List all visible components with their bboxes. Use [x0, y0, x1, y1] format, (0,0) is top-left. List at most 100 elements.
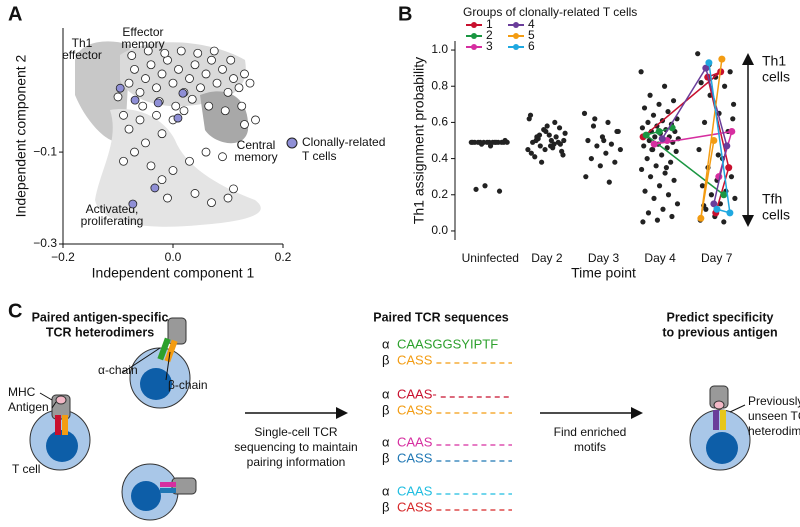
point — [644, 155, 650, 162]
group-point — [723, 142, 731, 150]
tcr-shape — [720, 410, 726, 430]
point — [612, 159, 618, 165]
point — [656, 101, 662, 107]
point — [240, 120, 249, 129]
point — [209, 46, 219, 56]
label: β-chain — [168, 378, 208, 392]
point — [135, 115, 145, 125]
mhc-shape — [167, 317, 187, 345]
chain-symbol: α — [382, 434, 390, 449]
tcr-shape — [713, 410, 719, 430]
annotation: Paired antigen-specific — [32, 310, 169, 324]
annotation: Single-cell TCR — [254, 425, 337, 439]
point — [185, 74, 194, 83]
point — [478, 141, 485, 147]
y-axis-label: Th1 assignment probability — [411, 57, 427, 224]
point — [204, 101, 214, 111]
group-point — [725, 164, 733, 172]
sequence: CASS — [397, 352, 433, 367]
point — [588, 155, 594, 162]
annotation: to previous antigen — [662, 325, 777, 339]
legend-label: 2 — [486, 28, 493, 42]
point — [168, 78, 178, 88]
point — [665, 108, 671, 115]
x-tick-label: Day 2 — [531, 251, 563, 265]
point — [113, 92, 123, 102]
point — [157, 69, 167, 79]
x-tick-label: −0.2 — [51, 250, 75, 264]
point — [670, 98, 677, 104]
tcr-shape — [55, 415, 61, 435]
group-point — [728, 127, 736, 135]
sequence: CAAS- — [397, 386, 437, 401]
point — [245, 78, 255, 88]
chain-symbol: α — [382, 483, 390, 498]
point — [638, 166, 645, 173]
nucleus — [46, 430, 78, 462]
point — [229, 184, 238, 194]
pointer — [121, 347, 161, 374]
point — [555, 139, 561, 145]
point — [141, 74, 150, 83]
point — [525, 146, 531, 153]
point — [551, 141, 557, 147]
point — [603, 150, 609, 156]
alpha-chain-shape — [157, 337, 171, 361]
legend-marker — [471, 44, 477, 50]
point — [153, 98, 163, 108]
annotation: heterodimer — [748, 424, 800, 438]
point — [696, 146, 702, 153]
annotation: pairing information — [247, 455, 346, 469]
point — [157, 129, 167, 139]
pointer — [39, 392, 53, 401]
point — [207, 55, 216, 65]
point — [730, 101, 737, 107]
point — [532, 154, 538, 160]
legend-label: 6 — [528, 39, 535, 53]
point — [699, 183, 706, 189]
legend-label: Clonally-related T cells — [302, 135, 385, 163]
sequence: CAAS — [397, 483, 433, 498]
point — [640, 219, 646, 225]
point — [150, 183, 160, 193]
annotation: unseen TCR — [748, 409, 800, 423]
point — [542, 146, 548, 153]
point — [659, 152, 665, 158]
point — [664, 145, 670, 151]
legend-marker — [471, 22, 477, 28]
point — [484, 139, 490, 145]
beta-chain-shape — [164, 339, 178, 363]
point — [647, 92, 653, 98]
point — [179, 106, 189, 116]
point — [135, 87, 145, 97]
y-tick-label: −0.1 — [33, 144, 57, 158]
sequence: CASS — [397, 402, 433, 417]
y-tick-label: 0.4 — [431, 151, 448, 165]
point — [482, 183, 488, 189]
group-point — [710, 137, 718, 144]
point — [642, 188, 648, 194]
point — [583, 174, 589, 180]
point — [663, 165, 669, 171]
point — [251, 115, 260, 125]
point — [546, 132, 552, 138]
point — [220, 106, 230, 116]
point — [652, 134, 658, 140]
point — [649, 146, 655, 153]
label: α-chain — [98, 363, 138, 377]
pointer — [729, 404, 746, 413]
x-tick-label: Day 7 — [701, 251, 733, 265]
point — [237, 101, 247, 111]
panel-label: B — [398, 3, 412, 25]
point — [234, 83, 244, 93]
annotation: Previously — [748, 394, 800, 408]
x-axis-label: Independent component 1 — [92, 265, 255, 281]
point — [146, 60, 156, 70]
point — [561, 137, 567, 144]
antigen-shape — [713, 400, 725, 410]
point — [665, 192, 672, 198]
chain-symbol: β — [382, 402, 389, 417]
sequence: CASS — [397, 499, 433, 514]
chain-symbol: α — [382, 336, 390, 351]
